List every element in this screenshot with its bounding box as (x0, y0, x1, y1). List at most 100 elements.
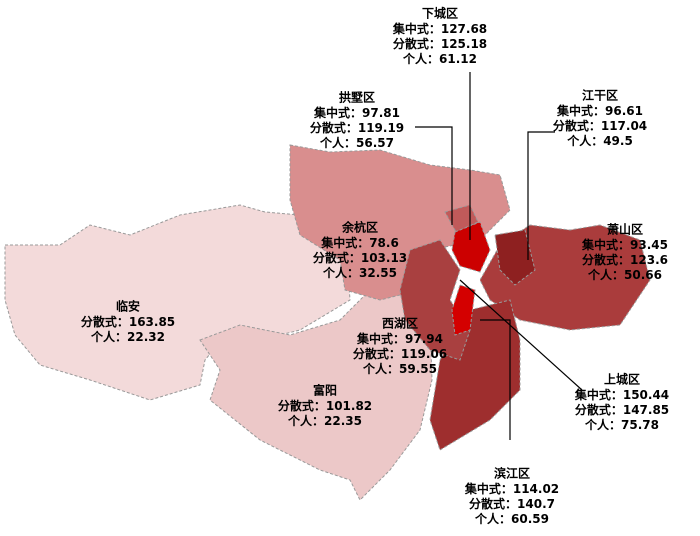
metric-value: 61.12 (439, 52, 477, 66)
metric-label: 个人： (587, 267, 624, 282)
metric: 集中式：114.02 (464, 481, 559, 496)
metric-label: 个人： (584, 417, 621, 432)
district-name: 下城区 (422, 6, 458, 21)
metric-value: 103.13 (361, 251, 407, 265)
metric-value: 117.04 (601, 119, 647, 133)
metric-value: 125.18 (441, 37, 487, 51)
district-name: 富阳 (313, 383, 337, 398)
district-name: 拱墅区 (339, 90, 375, 105)
district-name: 上城区 (604, 372, 640, 387)
metric-label: 个人： (566, 133, 603, 148)
district-name: 余杭区 (341, 220, 378, 235)
region-binjiang (429, 299, 521, 451)
leader-line (459, 279, 583, 391)
district-name: 江干区 (582, 88, 618, 103)
district-name: 萧山区 (607, 222, 643, 237)
leader-line (527, 131, 555, 260)
metric: 分散式：101.82 (278, 398, 372, 413)
metric: 集中式：127.68 (392, 21, 487, 36)
labels: 下城区集中式：127.68分散式：125.18个人：61.12拱墅区集中式：97… (81, 6, 669, 526)
metric-label: 集中式： (392, 21, 441, 36)
leaders (415, 72, 583, 440)
region-jianggan (494, 229, 536, 286)
metric-value: 22.32 (127, 330, 165, 344)
metric: 分散式：147.85 (575, 402, 669, 417)
metric-label: 分散式： (553, 118, 601, 133)
metric: 个人：59.55 (362, 361, 437, 376)
metric: 个人：32.55 (322, 265, 397, 280)
metric-label: 集中式： (320, 235, 369, 250)
metric-value: 32.55 (359, 266, 397, 280)
leader-line (415, 126, 453, 225)
metric-label: 分散式： (353, 346, 401, 361)
metric: 个人：50.66 (587, 267, 662, 282)
metric: 分散式：119.06 (353, 346, 447, 361)
metric-value: 163.85 (129, 315, 175, 329)
metric: 集中式：150.44 (574, 387, 669, 402)
district-name: 滨江区 (494, 466, 530, 481)
metric: 分散式：125.18 (393, 36, 487, 51)
metric-value: 127.68 (441, 22, 487, 36)
metric-value: 60.59 (511, 512, 549, 526)
region-xiacheng (451, 221, 491, 273)
region-xihu (399, 239, 471, 361)
metric-label: 分散式： (81, 314, 129, 329)
metric-label: 分散式： (393, 36, 441, 51)
district-name: 西湖区 (382, 316, 418, 331)
metric: 分散式：163.85 (81, 314, 175, 329)
metric: 分散式：140.7 (469, 496, 555, 511)
metric-label: 个人： (402, 51, 439, 66)
metric-value: 78.6 (369, 236, 399, 250)
metric-value: 97.81 (362, 106, 400, 120)
metric: 个人：49.5 (566, 133, 633, 148)
metric-value: 150.44 (623, 388, 669, 402)
regions (4, 144, 651, 501)
metric-label: 个人： (362, 361, 399, 376)
metric-label: 集中式： (556, 103, 605, 118)
metric-label: 集中式： (464, 481, 513, 496)
metric-value: 96.61 (605, 104, 643, 118)
metric: 集中式：97.81 (313, 105, 400, 120)
metric-label: 集中式： (356, 331, 405, 346)
metric-label: 集中式： (313, 105, 362, 120)
metric-label: 分散式： (582, 252, 630, 267)
metric-value: 75.78 (621, 418, 659, 432)
region-fuyang (199, 289, 433, 501)
metric-value: 22.35 (324, 414, 362, 428)
metric: 个人：61.12 (402, 51, 477, 66)
metric: 分散式：119.19 (310, 120, 404, 135)
region-shangcheng (451, 284, 476, 336)
metric-label: 分散式： (278, 398, 326, 413)
metric: 个人：22.35 (287, 413, 362, 428)
metric-label: 个人： (287, 413, 324, 428)
metric-label: 分散式： (310, 120, 358, 135)
leader-line (480, 319, 511, 440)
metric-label: 分散式： (469, 496, 517, 511)
metric-value: 59.55 (399, 362, 437, 376)
metric: 分散式：103.13 (313, 250, 407, 265)
metric-label: 分散式： (313, 250, 361, 265)
metric-label: 集中式： (581, 237, 630, 252)
metric: 集中式：97.94 (356, 331, 443, 346)
metric-value: 147.85 (623, 403, 669, 417)
metric: 集中式：96.61 (556, 103, 643, 118)
metric-value: 140.7 (517, 497, 555, 511)
metric: 集中式：93.45 (581, 237, 668, 252)
metric-value: 50.66 (624, 268, 662, 282)
metric-value: 49.5 (603, 134, 633, 148)
metric-label: 个人： (322, 265, 359, 280)
metric-value: 119.19 (358, 121, 404, 135)
metric: 个人：60.59 (474, 511, 549, 526)
district-name: 临安 (116, 299, 140, 314)
metric-label: 集中式： (574, 387, 623, 402)
metric-value: 123.6 (630, 253, 668, 267)
metric-label: 分散式： (575, 402, 623, 417)
metric: 分散式：117.04 (553, 118, 647, 133)
metric: 集中式：78.6 (320, 235, 399, 250)
metric-value: 114.02 (513, 482, 559, 496)
region-linan (4, 204, 351, 401)
metric-label: 个人： (474, 511, 511, 526)
metric: 个人：56.57 (319, 135, 394, 150)
metric-value: 101.82 (326, 399, 372, 413)
